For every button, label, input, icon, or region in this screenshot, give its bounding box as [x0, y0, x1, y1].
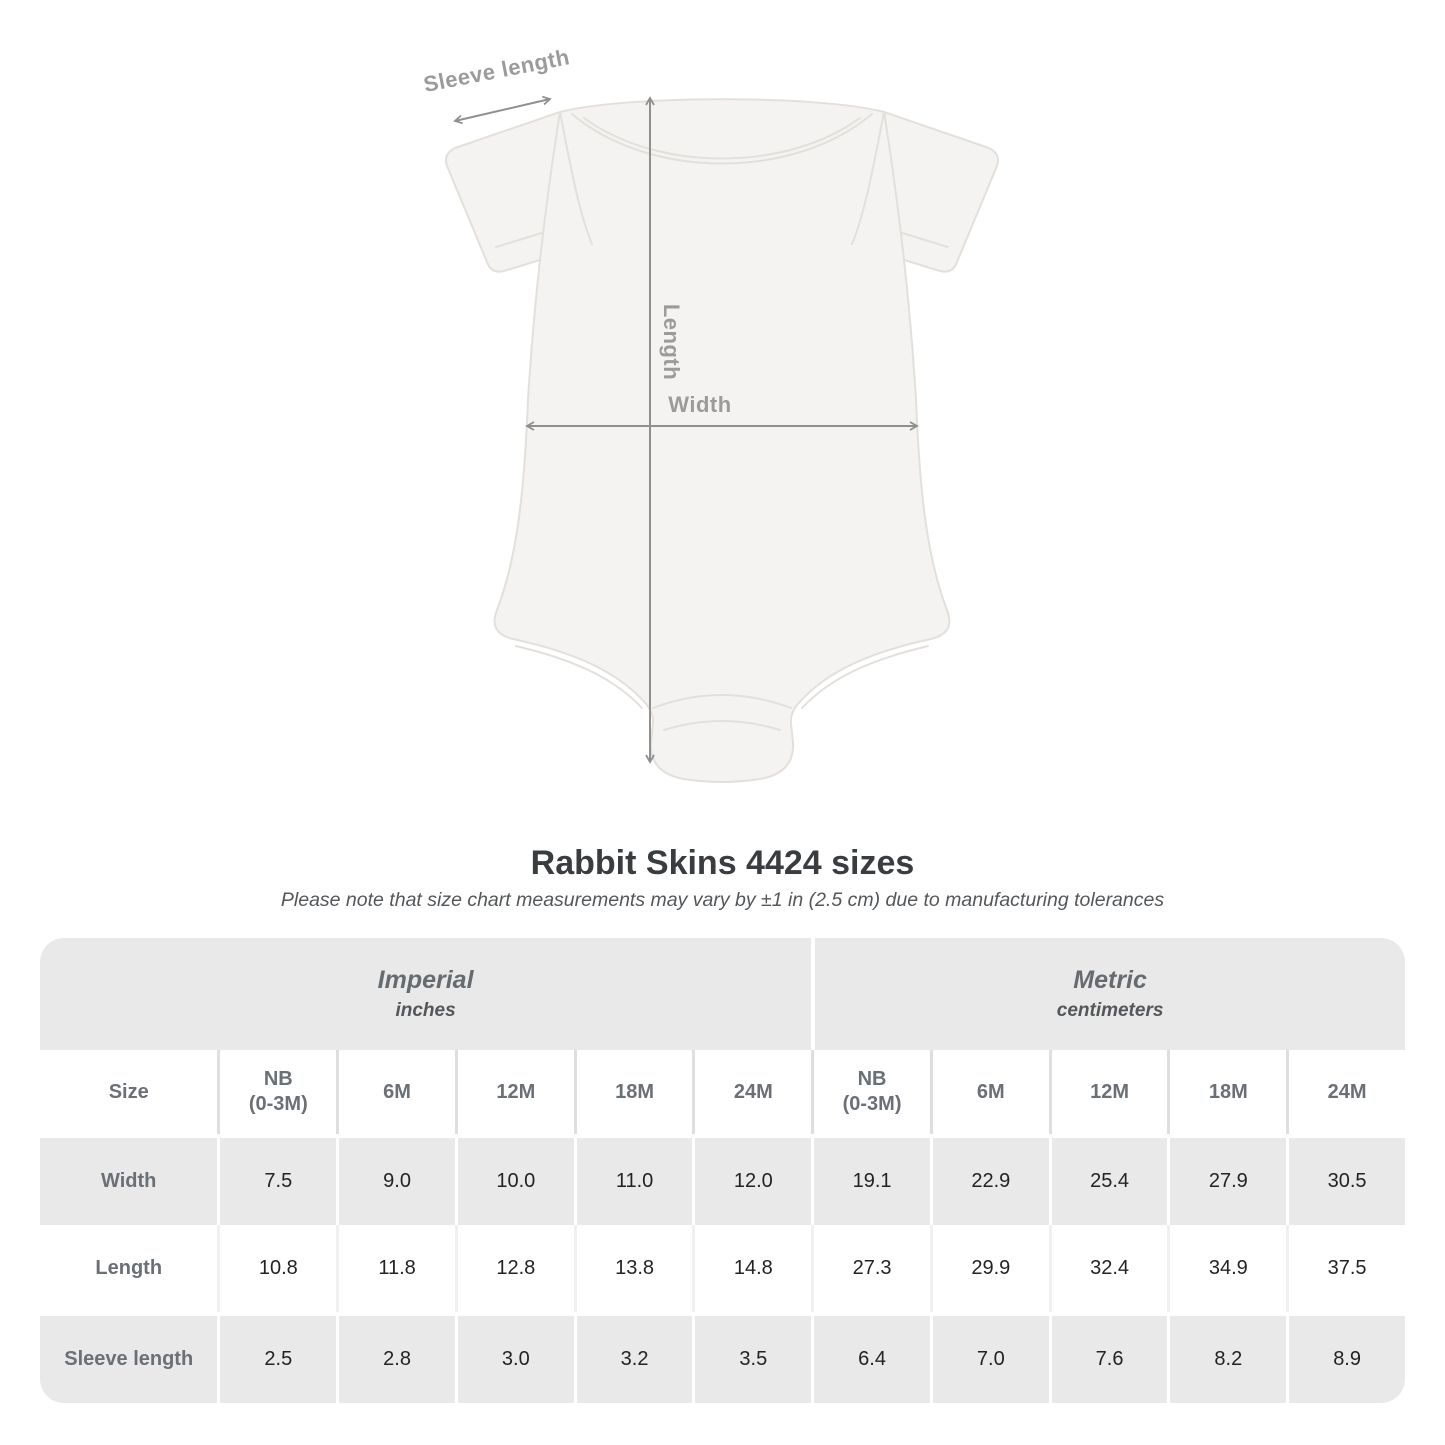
cell-sleeve-24m-cm: 8.9 [1286, 1312, 1405, 1403]
sleeve-length-arrow [453, 95, 552, 125]
cell-length-nb-cm: 27.3 [811, 1225, 930, 1312]
metric-section-header: Metric centimeters [811, 938, 1405, 1050]
row-label-width: Width [40, 1134, 218, 1225]
cell-width-12m-in: 10.0 [454, 1134, 574, 1225]
cell-sleeve-18m-cm: 8.2 [1167, 1312, 1287, 1403]
column-header-24m-imperial: 24M [692, 1050, 812, 1134]
column-header-24m-metric: 24M [1286, 1050, 1405, 1134]
cell-width-24m-in: 12.0 [692, 1134, 812, 1225]
row-label-length: Length [40, 1225, 218, 1312]
column-header-6m-metric: 6M [929, 1050, 1049, 1134]
table-row-length: Length 10.8 11.8 12.8 13.8 14.8 27.3 29.… [40, 1225, 1405, 1312]
cell-length-24m-in: 14.8 [692, 1225, 812, 1312]
imperial-unit: inches [395, 1000, 456, 1021]
imperial-label: Imperial [377, 966, 474, 994]
metric-label: Metric [1073, 966, 1147, 994]
garment-figure: Width Length Sleeve length [421, 44, 999, 783]
column-header-nb-imperial: NB (0-3M) [217, 1050, 337, 1134]
bodysuit-diagram: Width Length Sleeve length [421, 44, 999, 783]
cell-width-nb-in: 7.5 [217, 1134, 337, 1225]
cell-width-6m-in: 9.0 [336, 1134, 455, 1225]
cell-length-6m-in: 11.8 [336, 1225, 455, 1312]
column-header-6m-imperial: 6M [336, 1050, 455, 1134]
metric-unit: centimeters [1056, 1000, 1164, 1021]
column-header-12m-imperial: 12M [454, 1050, 574, 1134]
bodysuit-illustration [445, 98, 999, 783]
unit-band-row: Imperial inches Metric centimeters [40, 938, 1405, 1050]
tolerance-note: Please note that size chart measurements… [280, 889, 1165, 911]
cell-length-12m-cm: 32.4 [1048, 1225, 1168, 1312]
size-header-row: Size NB (0-3M) 6M 12M 18M 24M NB (0-3M) 6M… [40, 1050, 1405, 1134]
cell-length-18m-cm: 34.9 [1167, 1225, 1287, 1312]
width-label: Width [668, 392, 731, 417]
cell-width-6m-cm: 22.9 [929, 1134, 1049, 1225]
cell-sleeve-12m-cm: 7.6 [1048, 1312, 1168, 1403]
column-header-12m-metric: 12M [1048, 1050, 1168, 1134]
cell-length-24m-cm: 37.5 [1286, 1225, 1405, 1312]
cell-sleeve-6m-cm: 7.0 [929, 1312, 1049, 1403]
column-header-18m-metric: 18M [1167, 1050, 1287, 1134]
table-row-width: Width 7.5 9.0 10.0 11.0 12.0 19.1 22.9 2… [40, 1134, 1405, 1225]
column-header-nb-metric: NB (0-3M) [811, 1050, 930, 1134]
cell-sleeve-nb-cm: 6.4 [811, 1312, 930, 1403]
cell-width-24m-cm: 30.5 [1286, 1134, 1405, 1225]
cell-width-18m-cm: 27.9 [1167, 1134, 1287, 1225]
cell-length-12m-in: 12.8 [454, 1225, 574, 1312]
cell-width-nb-cm: 19.1 [811, 1134, 930, 1225]
column-header-18m-imperial: 18M [573, 1050, 693, 1134]
cell-sleeve-nb-in: 2.5 [217, 1312, 337, 1403]
length-label: Length [659, 304, 684, 380]
size-table: Imperial inches Metric centimeters Size … [40, 938, 1405, 1403]
cell-width-18m-in: 11.0 [573, 1134, 693, 1225]
size-table-wrap: Imperial inches Metric centimeters Size … [40, 938, 1405, 1403]
cell-sleeve-6m-in: 2.8 [336, 1312, 455, 1403]
cell-width-12m-cm: 25.4 [1048, 1134, 1168, 1225]
cell-sleeve-18m-in: 3.2 [573, 1312, 693, 1403]
cell-sleeve-24m-in: 3.5 [692, 1312, 812, 1403]
cell-length-nb-in: 10.8 [217, 1225, 337, 1312]
page-title: Rabbit Skins 4424 sizes [530, 844, 915, 882]
imperial-section-header: Imperial inches [40, 938, 812, 1050]
column-header-size: Size [40, 1050, 218, 1134]
sleeve-length-label: Sleeve length [421, 44, 571, 97]
table-row-sleeve-length: Sleeve length 2.5 2.8 3.0 3.2 3.5 6.4 7.… [40, 1312, 1405, 1403]
cell-length-6m-cm: 29.9 [929, 1225, 1049, 1312]
cell-length-18m-in: 13.8 [573, 1225, 693, 1312]
row-label-sleeve-length: Sleeve length [40, 1312, 218, 1403]
cell-sleeve-12m-in: 3.0 [454, 1312, 574, 1403]
